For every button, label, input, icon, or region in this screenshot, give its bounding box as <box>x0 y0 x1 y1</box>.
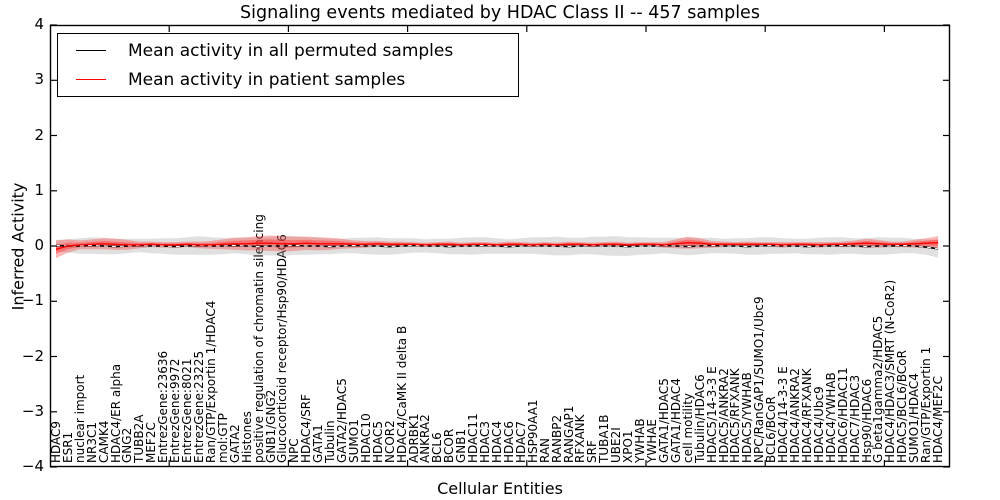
y-tick-label: −4 <box>21 457 44 475</box>
legend-label-patient: Mean activity in patient samples <box>128 69 406 90</box>
permuted-line-swatch <box>76 50 106 51</box>
x-tick-label: Glucocorticoid receptor/Hsp90/HDAC6 <box>275 234 290 463</box>
legend-item-permuted: Mean activity in all permuted samples <box>58 36 518 65</box>
x-tick-label: HDAC6/HDAC11 <box>835 367 850 463</box>
permuted-mean-dash-overlay <box>55 244 939 250</box>
x-tick-label: HDAC5/14-3-3 E <box>704 366 719 463</box>
x-tick-label: GATA2 <box>227 424 242 463</box>
y-tick-label: 4 <box>34 15 44 33</box>
x-tick-label: HDAC4/YWHAB <box>823 372 838 463</box>
x-tick-label: HDAC4/MEF2C <box>931 376 946 463</box>
patient-std-band-outer <box>56 235 939 259</box>
x-tick-label: Tubulin/HDAC6 <box>692 374 707 463</box>
x-tick-label: HSP90AA1 <box>525 399 540 463</box>
y-tick-label: 0 <box>34 236 44 254</box>
x-tick-label: HDAC4/CaMK II delta B <box>394 325 409 463</box>
x-tick-label: NR3C1 <box>84 422 99 463</box>
x-tick-label: positive regulation of chromatin silenci… <box>251 214 266 463</box>
y-tick-label: 2 <box>34 125 44 144</box>
patient-line-swatch <box>76 79 106 80</box>
x-tick-label: cell motility <box>680 392 695 463</box>
x-tick-label: HDAC5 <box>370 420 385 463</box>
y-tick-label: −1 <box>21 291 44 310</box>
x-tick-label: Histones <box>239 411 254 463</box>
y-tick-label: 3 <box>34 70 44 89</box>
legend-item-patient: Mean activity in patient samples <box>58 65 518 94</box>
x-axis-label: Cellular Entities <box>437 479 563 498</box>
x-tick-label: RAN <box>537 437 552 463</box>
patient-mean-line <box>55 241 939 250</box>
legend-label-permuted: Mean activity in all permuted samples <box>128 40 454 61</box>
x-tick-label: NCOR2 <box>382 420 397 463</box>
x-tick-label: nuclear import <box>72 374 87 463</box>
y-tick-label: 1 <box>34 180 44 199</box>
y-tick-label: −2 <box>21 346 44 365</box>
patient-std-band-inner <box>56 239 939 254</box>
legend: Mean activity in all permuted samples Me… <box>57 33 519 97</box>
x-tick-label: CAMK4 <box>96 420 111 463</box>
x-tick-label: GATA1/HDAC4 <box>668 378 683 463</box>
permuted-mean-line <box>55 244 939 250</box>
permuted-std-band <box>56 236 939 258</box>
x-tick-label: RANBP2 <box>549 414 564 463</box>
x-tick-label: HDAC7/HDAC3 <box>847 374 862 463</box>
chart-title: Signaling events mediated by HDAC Class … <box>240 3 760 23</box>
y-tick-label: −3 <box>21 401 44 420</box>
